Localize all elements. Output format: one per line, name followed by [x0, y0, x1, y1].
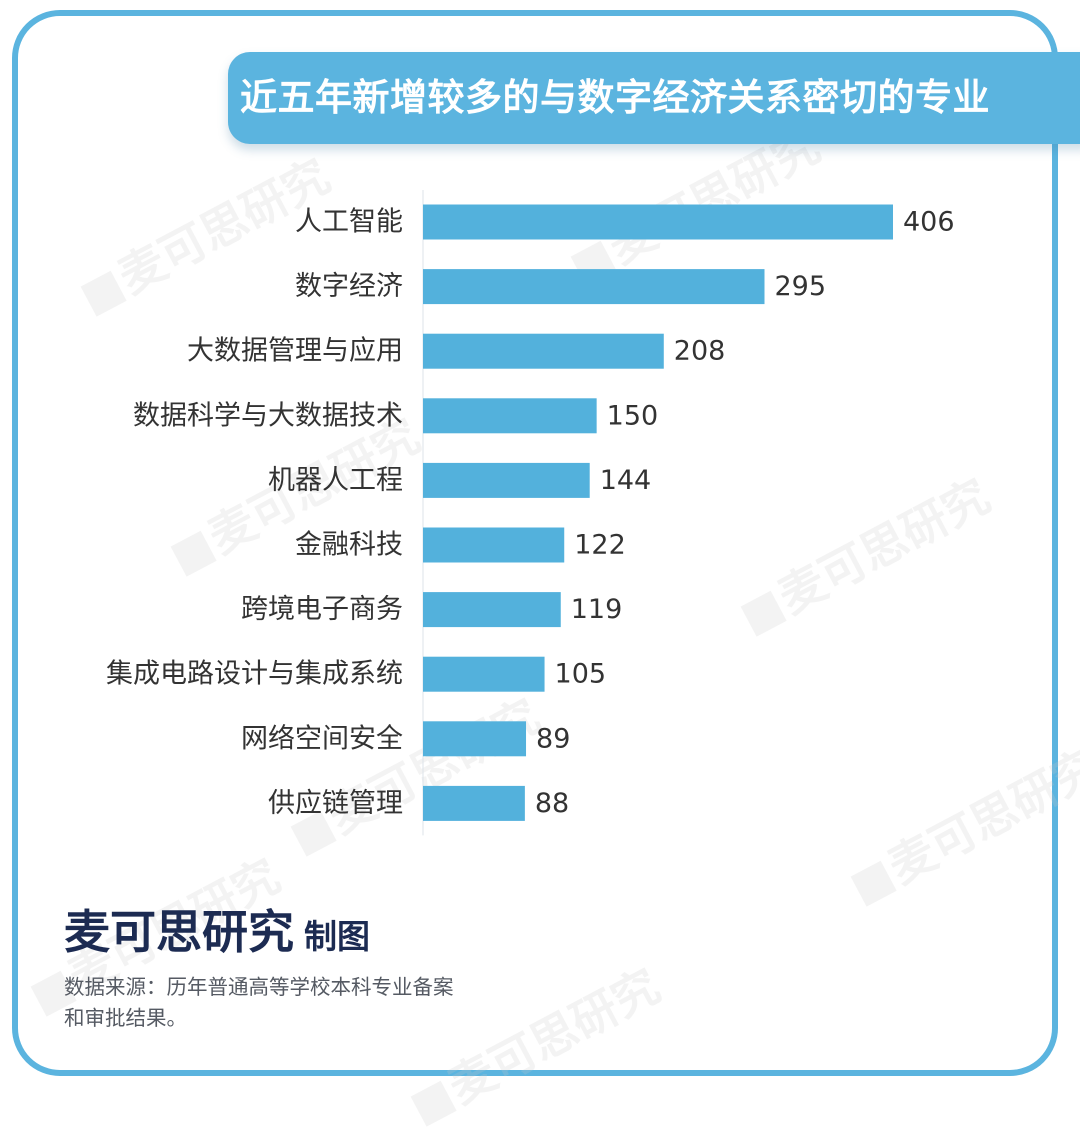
bar	[423, 462, 590, 498]
bar-value-label: 144	[600, 465, 652, 496]
category-label: 集成电路设计与集成系统	[106, 659, 403, 690]
bar	[423, 269, 765, 305]
bar	[423, 333, 664, 369]
bar-value-label: 105	[555, 659, 607, 690]
bar	[423, 721, 527, 757]
bar-value-label: 208	[674, 336, 726, 367]
source-line-1: 数据来源：历年普通高等学校本科专业备案	[64, 975, 454, 999]
category-label: 跨境电子商务	[241, 594, 403, 625]
bar	[423, 398, 597, 434]
bar-value-label: 89	[536, 723, 570, 754]
category-label: 大数据管理与应用	[187, 336, 403, 367]
bar-chart: 人工智能 406 数字经济 295 大数据管理与应用 208 数据科学与大数据技术 150 机器…	[106, 190, 955, 836]
category-label: 机器人工程	[268, 465, 403, 496]
brand-suffix: 制图	[304, 917, 370, 956]
category-label: 网络空间安全	[241, 723, 403, 754]
bar-value-label: 88	[535, 788, 569, 819]
category-label: 供应链管理	[268, 788, 403, 819]
bar-value-label: 406	[903, 207, 955, 238]
bar-value-label: 122	[574, 530, 626, 561]
bar	[423, 592, 561, 628]
brand-name: 麦可思研究	[64, 905, 294, 959]
chart-title: 近五年新增较多的与数字经济关系密切的专业	[240, 76, 990, 119]
bar-value-label: 119	[571, 594, 623, 625]
title-banner	[228, 52, 1080, 144]
category-label: 数据科学与大数据技术	[133, 400, 403, 431]
category-label: 人工智能	[295, 207, 403, 238]
bar	[423, 204, 893, 240]
brand-credit: 麦可思研究 制图	[64, 900, 370, 964]
bar-value-label: 295	[775, 271, 827, 302]
bar	[423, 656, 545, 692]
source-line-2: 和审批结果。	[64, 1006, 187, 1030]
data-source-note: 数据来源：历年普通高等学校本科专业备案 和审批结果。	[64, 972, 584, 1034]
bar	[423, 527, 565, 563]
bar-value-label: 150	[607, 400, 659, 431]
bar	[423, 785, 525, 821]
category-label: 数字经济	[295, 271, 403, 302]
category-label: 金融科技	[295, 530, 403, 561]
